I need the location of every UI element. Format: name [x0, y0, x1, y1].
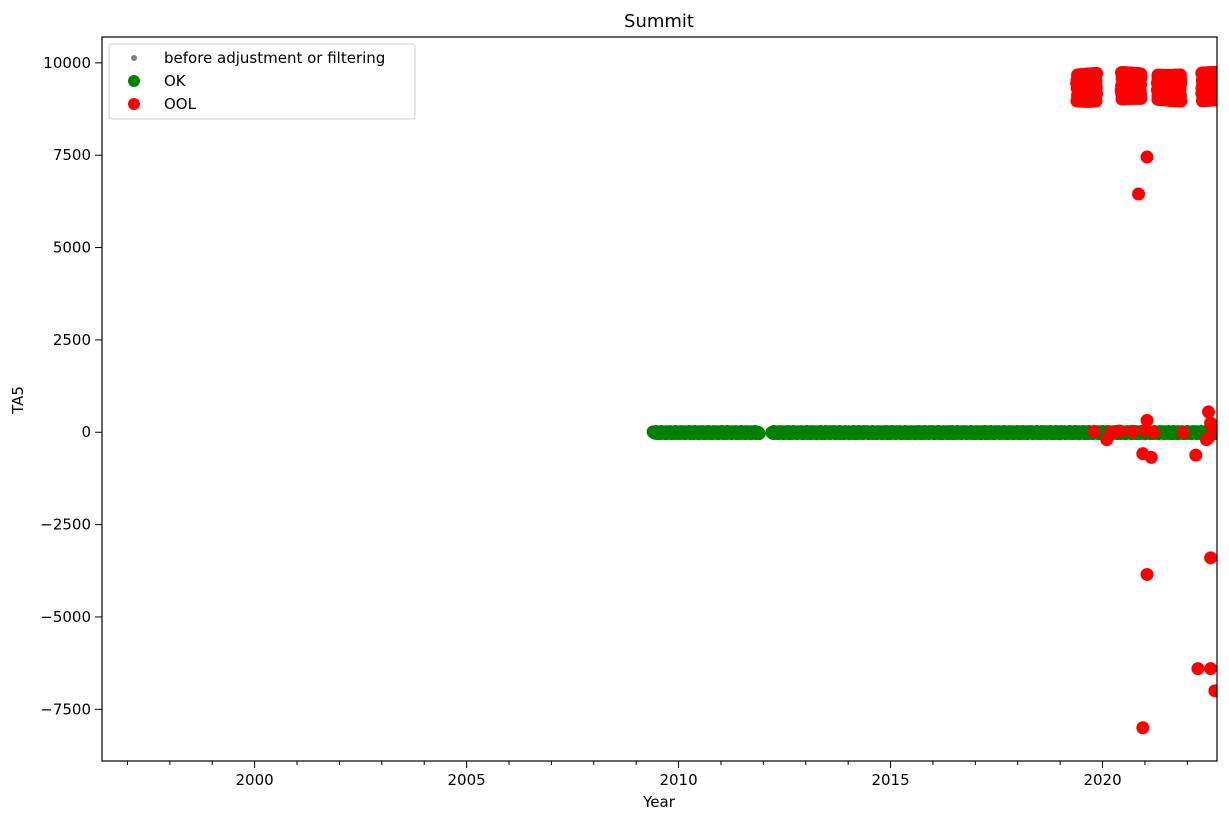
ool-point [1087, 425, 1101, 439]
y-tick-label: −2500 [40, 516, 91, 534]
legend-label: before adjustment or filtering [164, 49, 385, 67]
legend-marker [128, 98, 140, 110]
y-tick-label: 7500 [53, 146, 91, 164]
x-tick-label: 2005 [448, 771, 486, 789]
ool-point [1132, 187, 1146, 201]
y-tick-label: 5000 [53, 239, 91, 257]
ool-point [1140, 150, 1154, 164]
y-axis: −7500 −5000 −2500 0 2500 5000 7500 10000 [40, 54, 102, 718]
ool-point [1112, 424, 1126, 438]
y-tick-label: −5000 [40, 608, 91, 626]
legend-label: OOL [164, 95, 197, 113]
ool-point [1136, 721, 1150, 735]
x-tick-label: 2000 [236, 771, 274, 789]
legend-box [108, 43, 416, 120]
legend-label: OK [164, 72, 187, 90]
legend-marker [131, 55, 137, 61]
ool-point [1189, 448, 1203, 462]
x-axis: 2000 2005 2010 2015 2020 [126, 761, 1188, 789]
ok-point [752, 427, 766, 441]
y-tick-label: 10000 [43, 54, 91, 72]
ool-point [1140, 567, 1154, 581]
x-tick-label: 2020 [1083, 771, 1121, 789]
x-tick-label: 2010 [659, 771, 697, 789]
y-axis-label: TA5 [9, 386, 27, 415]
plot-frame [101, 36, 1218, 762]
ool-point [1134, 67, 1148, 81]
legend: before adjustment or filtering OK OOL [108, 43, 416, 120]
ool-point [1125, 425, 1139, 439]
chart-title: Summit [624, 11, 694, 32]
y-tick-label: −7500 [40, 700, 91, 718]
legend-marker [128, 75, 140, 87]
x-tick-label: 2015 [871, 771, 909, 789]
ool-point [1144, 450, 1158, 464]
ool-point [1208, 684, 1217, 698]
ool-point [1146, 425, 1160, 439]
ool-point [1191, 662, 1205, 676]
ool-point [1204, 551, 1217, 565]
plot-points [646, 65, 1217, 735]
y-tick-label: 2500 [53, 331, 91, 349]
ool-point [1176, 425, 1190, 439]
ool-point [1199, 433, 1213, 447]
ool-point [1140, 413, 1154, 427]
ool-point [1090, 66, 1104, 80]
ool-point [1209, 65, 1217, 79]
ool-point [1173, 68, 1187, 82]
x-axis-label: Year [642, 793, 676, 811]
ool-point [1204, 662, 1217, 676]
y-tick-label: 0 [81, 423, 91, 441]
ool-point [1202, 405, 1216, 419]
